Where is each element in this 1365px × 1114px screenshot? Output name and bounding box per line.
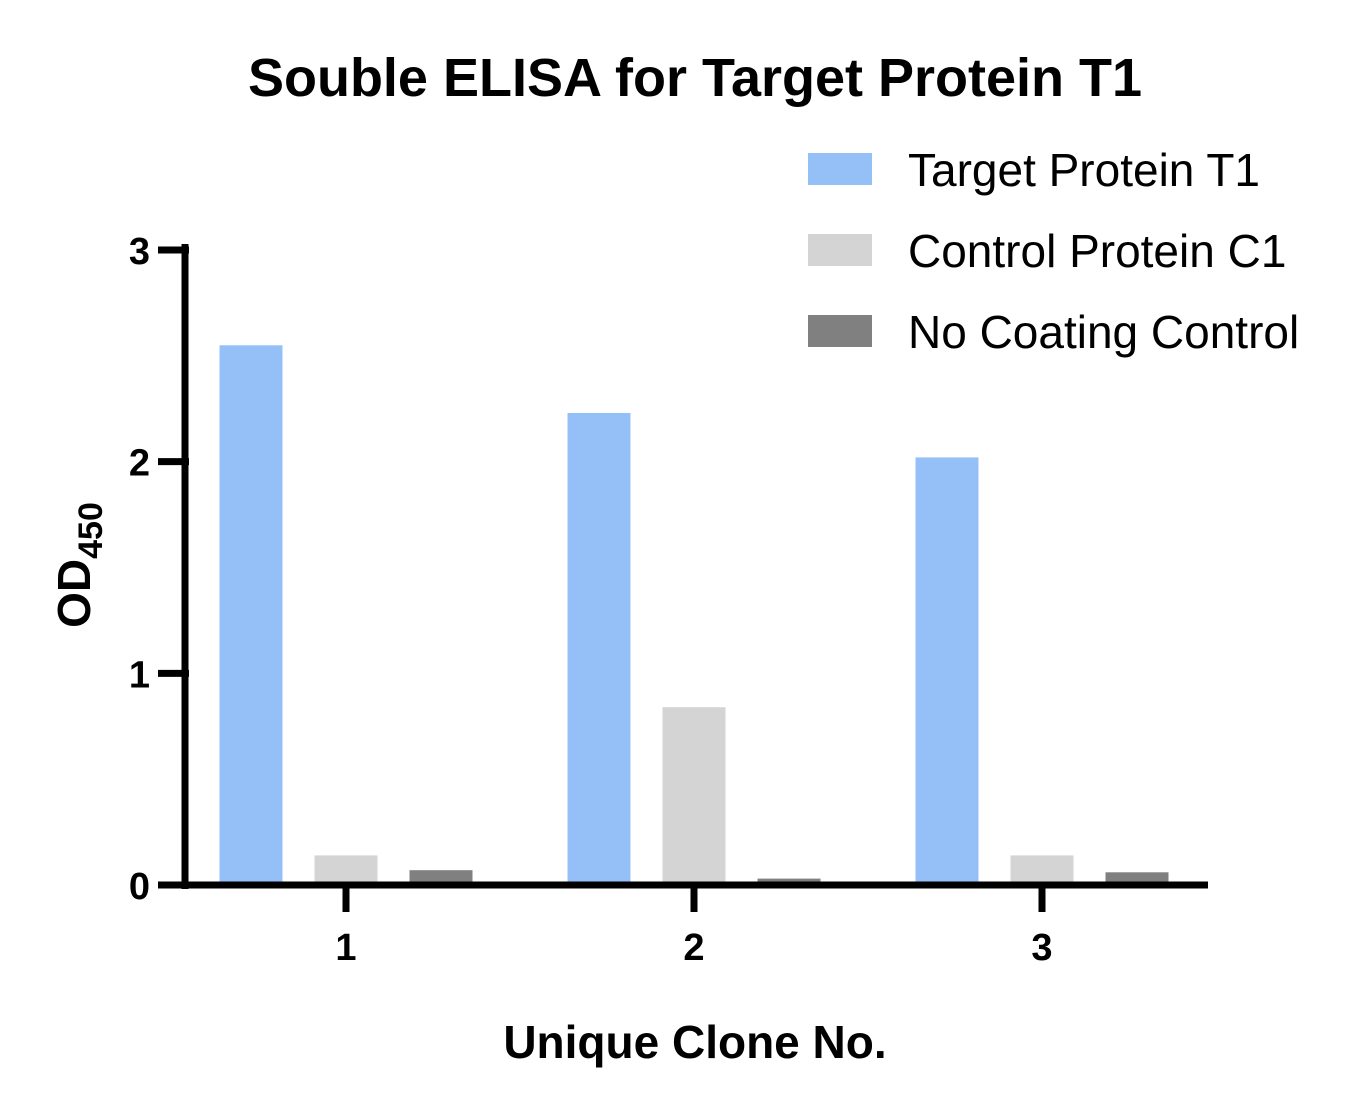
bar-2-clone-3 [1010, 855, 1074, 885]
legend-swatch-3 [808, 315, 872, 347]
legend-swatch-2 [808, 234, 872, 266]
legend-swatch-1 [808, 153, 872, 185]
bar-2-clone-2 [662, 707, 726, 885]
x-tick-label: 1 [335, 927, 356, 969]
y-axis: 0 1 2 3 [129, 231, 189, 908]
bar-3-clone-1 [409, 870, 473, 885]
legend-label-2: Control Protein C1 [908, 225, 1286, 277]
chart-title: Souble ELISA for Target Protein T1 [248, 48, 1142, 108]
y-tick-label: 0 [129, 866, 150, 908]
y-tick-label: 1 [129, 654, 150, 696]
x-axis-label: Unique Clone No. [503, 1016, 886, 1068]
x-tick-label: 3 [1031, 927, 1052, 969]
y-axis-label: OD450 [48, 502, 110, 628]
bar-1-clone-2 [567, 413, 631, 885]
bars-group [219, 345, 1169, 886]
x-tick-label: 2 [683, 927, 704, 969]
legend: Target Protein T1 Control Protein C1 No Co… [808, 144, 1299, 358]
bar-1-clone-3 [915, 457, 979, 885]
bar-1-clone-1 [219, 345, 283, 886]
legend-label-3: No Coating Control [908, 306, 1299, 358]
legend-label-1: Target Protein T1 [908, 144, 1260, 196]
x-ticks-group: 1 2 3 [335, 885, 1053, 969]
y-axis-label-main: OD [48, 559, 100, 628]
y-ticks-group: 0 1 2 3 [129, 231, 189, 908]
bar-2-clone-1 [314, 855, 378, 885]
y-tick-label: 3 [129, 231, 150, 273]
y-axis-label-subscript: 450 [72, 502, 110, 559]
x-axis: 1 2 3 [158, 881, 1208, 969]
y-tick-label: 2 [129, 443, 150, 485]
